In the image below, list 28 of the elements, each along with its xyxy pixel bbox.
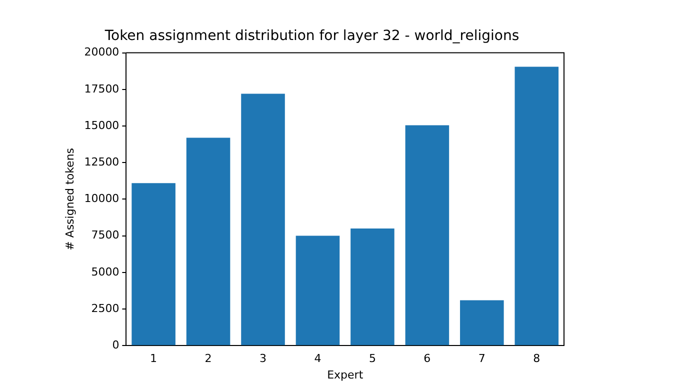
y-tick-label: 15000 — [84, 118, 120, 132]
bar — [350, 228, 394, 346]
x-tick-label: 2 — [204, 352, 212, 366]
y-tick-label: 17500 — [84, 82, 120, 96]
bar — [296, 236, 340, 346]
y-tick-label: 20000 — [84, 46, 120, 59]
x-tick-label: 4 — [314, 352, 322, 366]
chart-title: Token assignment distribution for layer 32 - world_religions — [104, 28, 520, 44]
y-tick-label: 5000 — [91, 265, 120, 278]
x-axis-title: Expert — [327, 368, 364, 382]
x-tick-label: 8 — [533, 352, 540, 366]
x-tick-label: 6 — [424, 352, 431, 366]
bar — [405, 125, 450, 346]
y-axis-title: # Assigned tokens — [63, 148, 76, 250]
bar — [241, 94, 285, 346]
x-tick-label: 3 — [260, 352, 267, 366]
bar — [460, 300, 504, 346]
x-tick-label: 1 — [150, 352, 158, 366]
y-tick-label: 12500 — [84, 155, 120, 168]
y-tick-label: 2500 — [91, 302, 120, 315]
y-tick-label: 10000 — [84, 192, 120, 206]
y-tick-label: 0 — [112, 338, 120, 352]
y-tick-label: 7500 — [91, 228, 120, 242]
bar — [132, 183, 176, 346]
x-tick-label: 7 — [478, 352, 486, 366]
bar — [514, 66, 559, 346]
x-tick-label: 5 — [368, 352, 376, 366]
bar — [186, 138, 230, 346]
